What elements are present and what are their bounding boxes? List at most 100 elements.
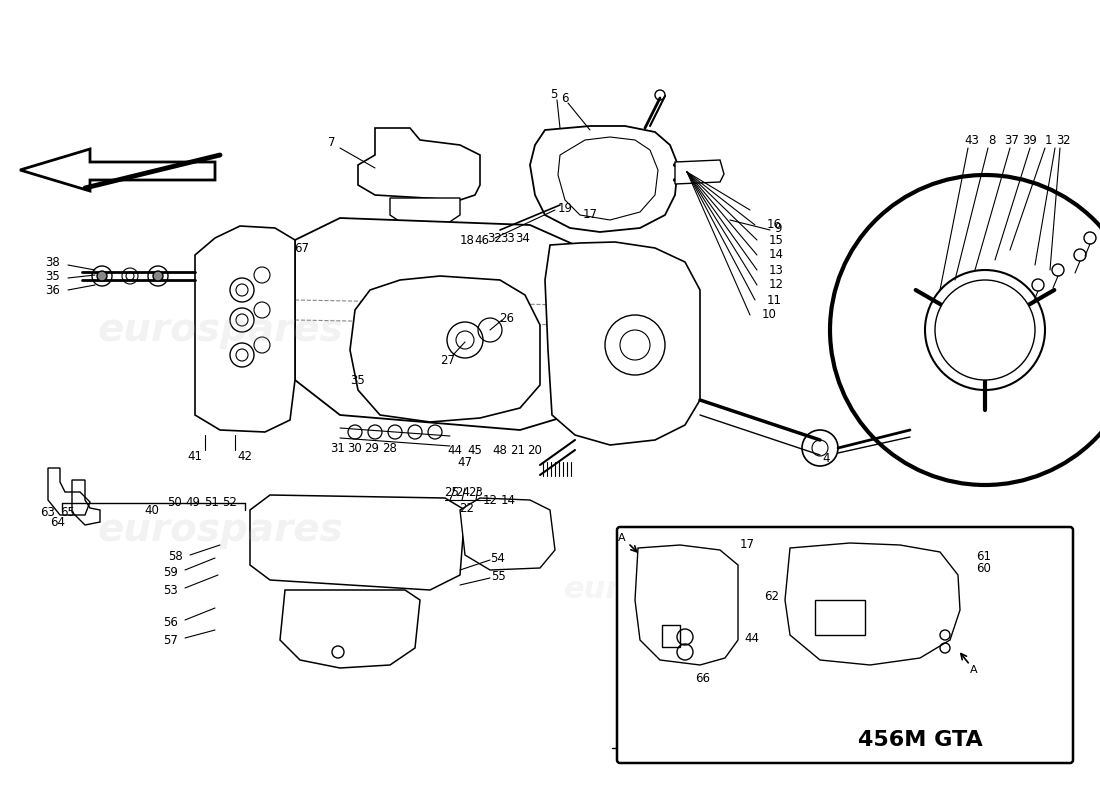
- Text: 11: 11: [767, 294, 782, 306]
- Circle shape: [935, 280, 1035, 380]
- Text: 37: 37: [1004, 134, 1020, 147]
- Polygon shape: [350, 276, 540, 422]
- Polygon shape: [195, 226, 295, 432]
- Text: 64: 64: [51, 517, 66, 530]
- Text: 42: 42: [238, 450, 253, 462]
- Text: 6: 6: [561, 91, 569, 105]
- Text: 29: 29: [364, 442, 380, 454]
- Text: 40: 40: [144, 503, 159, 517]
- Text: 62: 62: [764, 590, 780, 603]
- Text: 50: 50: [167, 497, 183, 510]
- Text: 43: 43: [965, 134, 979, 147]
- Text: 58: 58: [168, 550, 183, 563]
- Polygon shape: [390, 198, 460, 225]
- Text: 14: 14: [500, 494, 516, 506]
- Text: A: A: [970, 665, 978, 675]
- Text: 34: 34: [516, 231, 530, 245]
- Text: 12: 12: [769, 278, 784, 291]
- Text: 14: 14: [769, 249, 784, 262]
- Text: 35: 35: [351, 374, 365, 386]
- Text: 16: 16: [767, 218, 782, 231]
- Text: 31: 31: [331, 442, 345, 454]
- Polygon shape: [280, 590, 420, 668]
- Text: eurospares: eurospares: [97, 311, 343, 349]
- Text: 24: 24: [455, 486, 471, 499]
- Text: 9: 9: [774, 222, 782, 234]
- Text: 4: 4: [823, 451, 829, 465]
- Text: 66: 66: [695, 671, 711, 685]
- Text: 36: 36: [45, 283, 60, 297]
- Text: 3: 3: [1056, 134, 1064, 147]
- Text: 47: 47: [458, 457, 473, 470]
- Text: 1: 1: [1044, 134, 1052, 147]
- Text: 30: 30: [348, 442, 362, 454]
- Polygon shape: [358, 128, 480, 200]
- Polygon shape: [295, 218, 575, 430]
- Text: 15: 15: [769, 234, 784, 246]
- Text: 56: 56: [163, 615, 178, 629]
- Circle shape: [960, 305, 1010, 355]
- Text: 52: 52: [222, 497, 238, 510]
- Text: 49: 49: [186, 497, 200, 510]
- Text: eurospares: eurospares: [97, 511, 343, 549]
- Text: 19: 19: [558, 202, 572, 214]
- Polygon shape: [558, 137, 658, 220]
- Text: 27: 27: [440, 354, 455, 366]
- Text: 12: 12: [483, 494, 497, 506]
- Text: 26: 26: [499, 311, 515, 325]
- Text: 23: 23: [469, 486, 483, 499]
- Text: 17: 17: [739, 538, 755, 550]
- Text: 48: 48: [493, 443, 507, 457]
- Text: 54: 54: [491, 551, 505, 565]
- Text: 53: 53: [163, 583, 178, 597]
- Text: 63: 63: [41, 506, 55, 518]
- Polygon shape: [675, 160, 724, 184]
- Circle shape: [153, 271, 163, 281]
- Text: 51: 51: [205, 497, 219, 510]
- Text: 5: 5: [550, 89, 558, 102]
- Text: 59: 59: [163, 566, 178, 578]
- Text: 32: 32: [487, 231, 503, 245]
- Polygon shape: [20, 149, 214, 191]
- Polygon shape: [530, 126, 678, 232]
- Text: 17: 17: [583, 209, 597, 222]
- Text: 21: 21: [510, 443, 526, 457]
- Text: 46: 46: [474, 234, 490, 246]
- Text: 41: 41: [187, 450, 202, 462]
- Text: 2: 2: [1063, 134, 1069, 147]
- Text: 65: 65: [60, 506, 76, 518]
- Text: 44: 44: [745, 631, 759, 645]
- Text: 8: 8: [988, 134, 996, 147]
- Polygon shape: [250, 495, 465, 590]
- Text: 18: 18: [460, 234, 474, 246]
- Text: eurospares: eurospares: [563, 575, 757, 605]
- Polygon shape: [544, 242, 700, 445]
- Text: 20: 20: [528, 443, 542, 457]
- Text: 55: 55: [491, 570, 505, 582]
- Bar: [662, 625, 680, 647]
- Text: 44: 44: [448, 443, 462, 457]
- Text: 45: 45: [468, 443, 483, 457]
- Polygon shape: [635, 545, 738, 665]
- Circle shape: [97, 271, 107, 281]
- Text: 57: 57: [163, 634, 178, 646]
- Text: 10: 10: [762, 309, 777, 322]
- Text: 60: 60: [977, 562, 991, 574]
- Text: 7: 7: [328, 137, 336, 150]
- Polygon shape: [460, 498, 556, 570]
- Polygon shape: [785, 543, 960, 665]
- Bar: [815, 600, 865, 635]
- Text: 13: 13: [769, 263, 784, 277]
- Text: 61: 61: [977, 550, 991, 562]
- Text: 35: 35: [45, 270, 60, 282]
- Text: 33: 33: [500, 231, 516, 245]
- Text: 39: 39: [1023, 134, 1037, 147]
- Text: A: A: [618, 533, 626, 543]
- Text: 28: 28: [383, 442, 397, 454]
- FancyBboxPatch shape: [617, 527, 1072, 763]
- Text: 38: 38: [45, 257, 60, 270]
- Text: 456M GTA: 456M GTA: [858, 730, 982, 750]
- Text: 67: 67: [295, 242, 309, 254]
- Text: 25: 25: [444, 486, 460, 499]
- Text: 22: 22: [460, 502, 474, 514]
